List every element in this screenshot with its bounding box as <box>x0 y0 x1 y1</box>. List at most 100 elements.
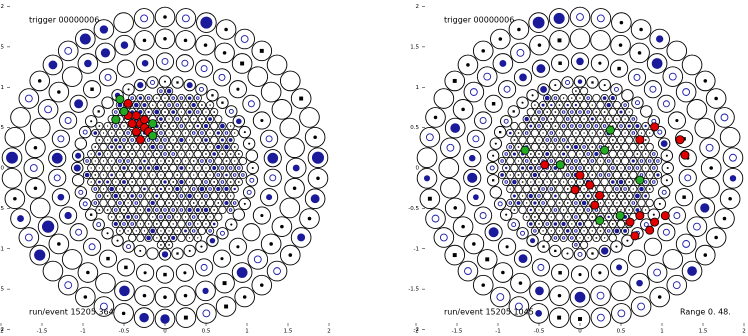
tube-hit <box>553 208 558 212</box>
x-tick-label: 0 <box>578 329 582 335</box>
tube-hit <box>620 167 622 169</box>
tube-hit <box>513 209 516 211</box>
tube-hit <box>85 159 89 163</box>
tube-hit <box>532 16 545 29</box>
tube-hit <box>307 216 312 221</box>
tube-hit <box>51 152 63 164</box>
tube-hit <box>579 237 581 239</box>
tube-hit <box>611 166 615 170</box>
tube-hit <box>549 131 554 135</box>
tube-hit <box>204 194 208 198</box>
tube <box>489 186 503 199</box>
tube <box>522 128 531 138</box>
tube-hit <box>225 160 228 162</box>
tube-hit <box>212 222 216 226</box>
tube <box>563 170 572 180</box>
tube-hit <box>473 194 479 201</box>
tube-hit <box>582 145 586 149</box>
tube-hit <box>545 222 549 226</box>
tube <box>177 191 186 201</box>
tube-hit <box>616 146 618 148</box>
tube-hit <box>183 293 188 298</box>
tube-hit <box>467 172 478 183</box>
tube-hit <box>656 35 664 43</box>
tube-hit <box>489 165 495 171</box>
tube-hit <box>515 302 523 311</box>
hit <box>139 115 149 125</box>
tube-hit <box>509 188 511 190</box>
tube-hit <box>74 99 84 109</box>
tube-hit <box>499 130 502 134</box>
tube-hit <box>152 174 154 176</box>
tube-hit <box>561 110 566 114</box>
tube <box>571 226 580 236</box>
tube <box>530 226 539 236</box>
tube-hit <box>37 79 42 83</box>
tube-hit <box>603 237 606 239</box>
tube <box>506 156 515 166</box>
tube-hit <box>220 180 225 184</box>
tube <box>124 170 133 180</box>
tube <box>575 121 585 131</box>
tube <box>592 135 601 145</box>
tube-hit <box>139 153 142 155</box>
tube-hit <box>540 85 547 93</box>
tube-hit <box>431 214 440 223</box>
tube-hit <box>624 132 626 134</box>
tube-hit <box>200 16 213 29</box>
tube-hit <box>644 124 647 128</box>
tube <box>197 226 206 236</box>
tube-hit <box>557 38 562 43</box>
tube-hit <box>632 188 634 190</box>
tube <box>580 100 589 110</box>
tube-hit <box>544 95 550 101</box>
tube-hit <box>531 94 534 97</box>
tube-hit <box>644 194 648 198</box>
tube-hit <box>608 202 610 204</box>
tube-hit <box>142 38 147 43</box>
tube-hit <box>583 188 585 190</box>
tube <box>42 260 64 282</box>
tube <box>189 226 198 236</box>
tube-hit <box>120 41 129 49</box>
tube-hit <box>538 181 540 183</box>
tube-hit <box>660 140 668 148</box>
tube <box>91 198 100 208</box>
tube-hit <box>260 118 264 123</box>
tube <box>216 227 229 240</box>
tube <box>214 114 223 124</box>
tube-hit <box>188 249 191 252</box>
tube-hit <box>526 202 528 204</box>
tube-hit <box>494 142 497 145</box>
tube-hit <box>591 146 594 148</box>
tube-hit <box>524 159 529 163</box>
tube-hit <box>168 118 170 120</box>
tube-hit <box>644 209 647 211</box>
tube-hit <box>612 209 614 211</box>
tube-hit <box>97 110 100 113</box>
tube-hit <box>581 200 587 206</box>
tube <box>510 42 531 64</box>
tube <box>195 258 214 277</box>
tube-hit <box>554 153 557 155</box>
tube-hit <box>238 181 240 183</box>
tube-hit <box>188 153 191 155</box>
tube <box>71 174 85 187</box>
tube-hit <box>537 43 542 47</box>
tube-hit <box>83 295 88 299</box>
tube <box>551 233 560 243</box>
tube <box>567 149 576 159</box>
hit <box>595 215 605 225</box>
tube <box>156 86 165 96</box>
tube <box>222 128 231 138</box>
tube-hit <box>166 88 172 94</box>
tube-hit <box>197 195 199 197</box>
tube <box>433 88 455 109</box>
tube-hit <box>526 174 528 176</box>
tube-hit <box>191 215 196 219</box>
tube-hit <box>48 60 58 70</box>
tube <box>23 157 45 179</box>
tube <box>580 142 589 152</box>
tube <box>555 170 564 180</box>
